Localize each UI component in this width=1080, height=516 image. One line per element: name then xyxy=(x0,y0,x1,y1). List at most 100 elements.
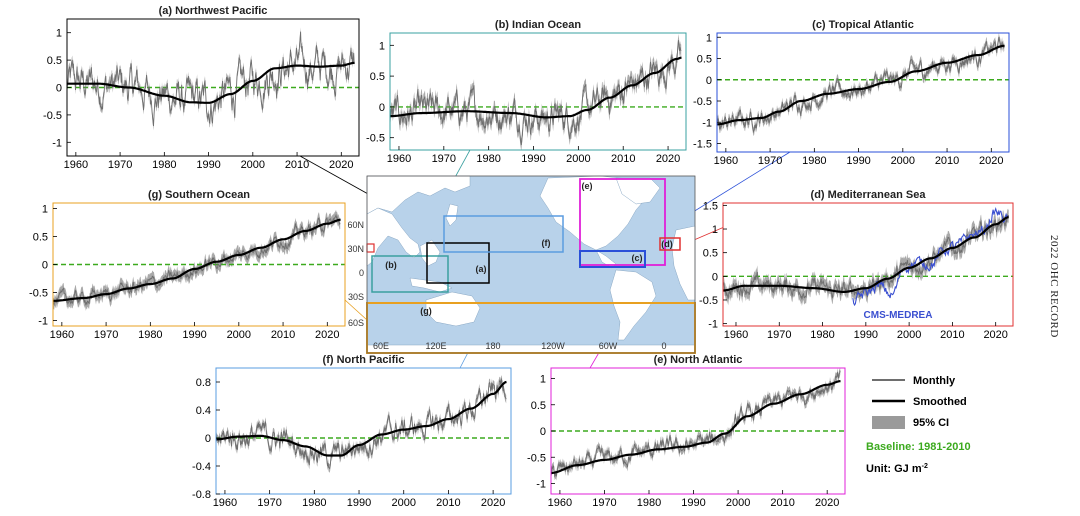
chart-frame-f xyxy=(215,367,512,495)
ytick-label-d: 1 xyxy=(712,224,718,236)
xtick-label-e: 1990 xyxy=(681,497,705,509)
xtick-label-e: 2020 xyxy=(815,497,839,509)
monthly-line-f xyxy=(216,377,507,470)
ytick-label-a: 1 xyxy=(56,28,62,40)
legend-monthly-label: Monthly xyxy=(913,375,956,387)
legend-smoothed-label: Smoothed xyxy=(913,396,967,408)
ci-band-b xyxy=(390,34,682,150)
map-box-b xyxy=(371,255,449,293)
chart-title-g: (g) Southern Ocean xyxy=(148,189,250,201)
ytick-label-a: -1 xyxy=(52,137,62,149)
map-box-d xyxy=(659,237,681,251)
legend-baseline-label: Baseline: 1981-2010 xyxy=(866,441,971,453)
xtick-label-g: 1970 xyxy=(94,329,118,341)
xtick-label-b: 1990 xyxy=(521,153,545,165)
ytick-label-e: 1 xyxy=(540,374,546,386)
ytick-label-b: -0.5 xyxy=(366,133,385,145)
xtick-label-a: 2020 xyxy=(329,159,353,171)
xtick-label-g: 1980 xyxy=(138,329,162,341)
chart-plot-c xyxy=(717,33,1009,137)
ytick-label-g: 0 xyxy=(42,260,48,272)
xtick-label-e: 1980 xyxy=(637,497,661,509)
map-box-label: (g) xyxy=(420,306,432,316)
xtick-label-f: 1990 xyxy=(347,497,371,509)
chart-plot-d xyxy=(723,206,1013,307)
xtick-label-c: 2010 xyxy=(935,155,959,167)
smoothed-line-e xyxy=(551,380,841,475)
xtick-label-d: 1960 xyxy=(724,329,748,341)
map-box-label: (a) xyxy=(476,264,487,274)
smoothed-line-b xyxy=(390,56,682,119)
ytick-label-f: 0.4 xyxy=(196,405,211,417)
map-box-label: (b) xyxy=(385,260,397,270)
xtick-label-a: 1970 xyxy=(108,159,132,171)
xtick-label-g: 2020 xyxy=(315,329,339,341)
xtick-label-b: 2020 xyxy=(656,153,680,165)
map-lon-label: 180 xyxy=(485,341,500,351)
ytick-label-g: 1 xyxy=(42,204,48,216)
chart-frame-d xyxy=(722,202,1014,327)
map-lat-label: 60S xyxy=(348,318,364,328)
xtick-label-d: 1990 xyxy=(854,329,878,341)
xtick-label-a: 2000 xyxy=(241,159,265,171)
connector-line xyxy=(344,299,368,321)
ytick-label-g: -1 xyxy=(38,315,48,327)
map-box-e xyxy=(579,178,666,266)
xtick-label-f: 1960 xyxy=(213,497,237,509)
smoothed-line-c xyxy=(717,44,1005,126)
chart-panel-f: (f) North Pacific -0.8 -0.4 0 0.4 0.8 1960 1970… xyxy=(192,354,512,509)
map-box-f xyxy=(443,215,564,253)
ytick-label-c: -1.5 xyxy=(693,139,712,151)
xtick-label-b: 2000 xyxy=(566,153,590,165)
chart-frame-b xyxy=(389,32,687,151)
chart-bg-f xyxy=(216,368,511,494)
ytick-label-a: -0.5 xyxy=(43,110,62,122)
ytick-label-b: 0.5 xyxy=(370,71,385,83)
chart-plot-a xyxy=(67,27,359,131)
xtick-label-f: 2010 xyxy=(436,497,460,509)
xtick-label-a: 1960 xyxy=(64,159,88,171)
ytick-label-d: -1 xyxy=(708,319,718,331)
monthly-line-a xyxy=(67,31,355,127)
landmass-11 xyxy=(366,344,696,354)
chart-panel-a: (a) Northwest Pacific -1 -0.5 0 0.5 1 1960 1970… xyxy=(43,5,360,171)
smoothed-line-f xyxy=(216,380,507,457)
map-box-label: (f) xyxy=(542,238,551,248)
legend-ci-swatch xyxy=(872,416,905,429)
map-lon-label: 60E xyxy=(373,341,389,351)
xtick-label-e: 2000 xyxy=(726,497,750,509)
ci-band-g xyxy=(53,209,341,311)
landmass-5 xyxy=(425,291,481,327)
ytick-label-g: 0.5 xyxy=(33,232,48,244)
map-box-label: (d) xyxy=(661,239,673,249)
monthly-line-d xyxy=(723,213,1010,300)
map-region-boxes xyxy=(366,175,696,354)
map-lat-label: 60N xyxy=(347,220,364,230)
ytick-label-e: 0 xyxy=(540,426,546,438)
xtick-label-f: 1970 xyxy=(257,497,281,509)
chart-bg-b xyxy=(390,33,686,150)
map-land xyxy=(366,175,696,354)
ytick-label-a: 0.5 xyxy=(47,55,62,67)
ytick-label-c: 0.5 xyxy=(697,54,712,66)
ytick-label-b: 1 xyxy=(379,40,385,52)
smoothed-line-g xyxy=(53,218,341,302)
xtick-label-b: 1970 xyxy=(432,153,456,165)
xtick-label-d: 2010 xyxy=(940,329,964,341)
legend-unit-label: Unit: GJ m-2 xyxy=(866,463,928,475)
xtick-label-g: 2010 xyxy=(271,329,295,341)
chart-panel-e: (e) North Atlantic -1 -0.5 0 0.5 1 1960 1970 198… xyxy=(527,354,846,509)
cms-medrea-label: CMS-MEDREA xyxy=(864,310,933,321)
xtick-label-f: 2000 xyxy=(391,497,415,509)
chart-title-a: (a) Northwest Pacific xyxy=(159,5,268,17)
xtick-label-g: 1990 xyxy=(182,329,206,341)
ytick-label-e: -1 xyxy=(536,479,546,491)
xtick-label-c: 2020 xyxy=(979,155,1003,167)
xtick-label-d: 1970 xyxy=(767,329,791,341)
xtick-label-a: 1980 xyxy=(152,159,176,171)
chart-panel-c: (c) Tropical Atlantic -1.5 -1 -0.5 0 0.5 1 1960… xyxy=(693,19,1010,167)
record-side-label: 2022 OHC RECORD xyxy=(1048,235,1060,338)
map-lat-label: 30N xyxy=(347,244,364,254)
xtick-label-b: 1960 xyxy=(387,153,411,165)
